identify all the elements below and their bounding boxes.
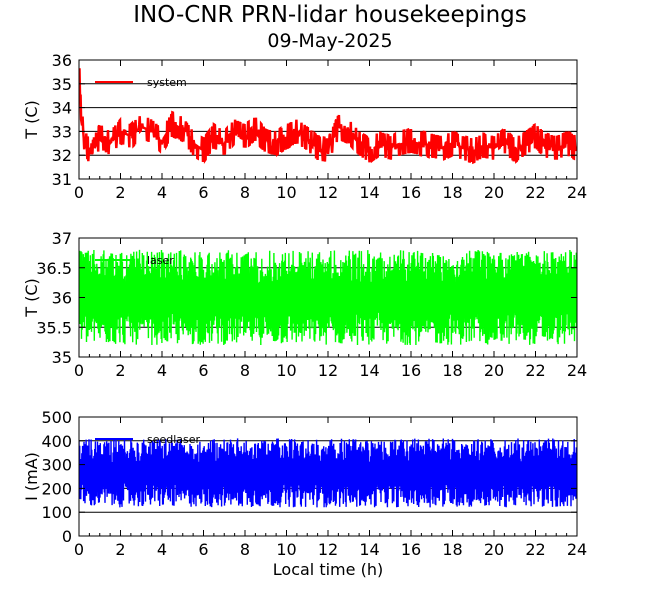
y-tick-label: 300 <box>41 456 72 475</box>
series-line-seedlaser <box>79 438 577 508</box>
x-tick-label: 8 <box>240 361 250 380</box>
x-tick-label: 6 <box>198 183 208 202</box>
x-tick-label: 6 <box>198 540 208 559</box>
y-tick-label: 32 <box>52 146 72 165</box>
x-tick-label: 12 <box>318 540 338 559</box>
x-tick-label: 14 <box>359 361 379 380</box>
x-tick-label: 2 <box>115 361 125 380</box>
y-tick-label: 0 <box>62 527 72 546</box>
x-tick-label: 12 <box>318 183 338 202</box>
x-tick-label: 8 <box>240 540 250 559</box>
x-tick-label: 10 <box>276 361 296 380</box>
x-tick-label: 18 <box>442 361 462 380</box>
series-line-system <box>79 68 577 165</box>
y-tick-label: 35.5 <box>36 318 72 337</box>
y-tick-label: 33 <box>52 122 72 141</box>
legend-label-laser: laser <box>147 254 174 267</box>
x-tick-label: 16 <box>401 540 421 559</box>
x-tick-label: 0 <box>74 540 84 559</box>
x-tick-label: 22 <box>525 361 545 380</box>
y-axis-label: T (C) <box>22 100 41 140</box>
y-tick-label: 35 <box>52 75 72 94</box>
y-tick-label: 36.5 <box>36 259 72 278</box>
x-tick-label: 20 <box>484 361 504 380</box>
y-tick-label: 36 <box>52 51 72 70</box>
series-line-laser <box>79 249 577 346</box>
x-tick-label: 16 <box>401 361 421 380</box>
x-tick-label: 6 <box>198 361 208 380</box>
legend-label-system: system <box>147 76 187 89</box>
y-tick-label: 31 <box>52 170 72 189</box>
x-tick-label: 22 <box>525 183 545 202</box>
x-tick-label: 2 <box>115 540 125 559</box>
figure-title: INO-CNR PRN-lidar housekeepings <box>133 2 527 28</box>
x-tick-label: 2 <box>115 183 125 202</box>
x-tick-label: 4 <box>157 361 167 380</box>
y-tick-label: 100 <box>41 503 72 522</box>
figure-subtitle: 09-May-2025 <box>267 30 392 52</box>
x-tick-label: 14 <box>359 183 379 202</box>
x-tick-label: 0 <box>74 361 84 380</box>
legend-label-seedlaser: seedlaser <box>147 433 201 446</box>
x-tick-label: 12 <box>318 361 338 380</box>
x-tick-label: 20 <box>484 183 504 202</box>
y-tick-label: 35 <box>52 348 72 367</box>
y-axis-label: I (mA) <box>22 452 41 501</box>
x-axis-label: Local time (h) <box>273 560 383 579</box>
x-tick-label: 16 <box>401 183 421 202</box>
x-tick-label: 8 <box>240 183 250 202</box>
x-tick-label: 24 <box>567 540 587 559</box>
x-tick-label: 10 <box>276 183 296 202</box>
x-tick-label: 18 <box>442 540 462 559</box>
x-tick-label: 4 <box>157 540 167 559</box>
y-tick-label: 37 <box>52 229 72 248</box>
x-tick-label: 20 <box>484 540 504 559</box>
x-tick-label: 24 <box>567 361 587 380</box>
y-tick-label: 34 <box>52 99 72 118</box>
y-tick-label: 500 <box>41 408 72 427</box>
y-tick-label: 36 <box>52 289 72 308</box>
y-axis-label: T (C) <box>22 278 41 318</box>
x-tick-label: 24 <box>567 183 587 202</box>
y-tick-label: 200 <box>41 479 72 498</box>
x-tick-label: 18 <box>442 183 462 202</box>
x-tick-label: 0 <box>74 183 84 202</box>
x-tick-label: 10 <box>276 540 296 559</box>
x-tick-label: 14 <box>359 540 379 559</box>
y-tick-label: 400 <box>41 432 72 451</box>
x-tick-label: 22 <box>525 540 545 559</box>
x-tick-label: 4 <box>157 183 167 202</box>
